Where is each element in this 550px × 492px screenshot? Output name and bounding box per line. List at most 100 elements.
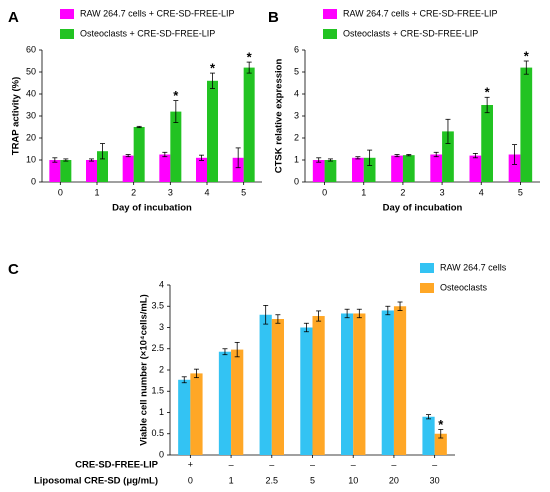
bar <box>508 154 521 182</box>
legend-swatch <box>60 29 74 39</box>
row-label: CRE-SD-FREE-LIP <box>75 460 159 471</box>
y-tick-label: 1 <box>294 154 299 164</box>
legend-swatch <box>60 9 74 19</box>
panel-letter: A <box>8 9 19 26</box>
bar <box>520 67 533 182</box>
legend-label: Osteoclasts + CRE-SD-FREE-LIP <box>80 28 215 38</box>
bar <box>341 313 354 455</box>
x-axis-label: Day of incubation <box>112 203 192 214</box>
y-tick-label: 4 <box>294 88 299 98</box>
y-tick-label: 1.5 <box>151 386 164 396</box>
bar <box>207 80 218 182</box>
y-tick-label: 3.5 <box>151 301 164 311</box>
bar <box>133 127 145 182</box>
legend-label: RAW 264.7 cells + CRE-SD-FREE-LIP <box>343 8 497 18</box>
x-tick-label: 5 <box>310 475 315 485</box>
bar <box>300 327 313 455</box>
bar <box>190 373 203 455</box>
legend-label: RAW 264.7 cells <box>440 262 507 272</box>
panel-letter: C <box>8 261 19 278</box>
y-tick-label: 40 <box>26 88 36 98</box>
x-tick-label: 1 <box>229 475 234 485</box>
y-tick-label: 4 <box>159 279 164 289</box>
bar <box>402 155 415 182</box>
bar <box>391 155 403 182</box>
bar <box>231 349 244 455</box>
x-tick-label: 3 <box>168 187 173 197</box>
y-tick-label: 0.5 <box>151 428 164 438</box>
row-value: – <box>310 459 315 469</box>
y-tick-label: 1 <box>159 407 164 417</box>
y-tick-label: 3 <box>159 322 164 332</box>
bar <box>381 310 394 455</box>
x-tick-label: 20 <box>389 475 399 485</box>
bar <box>352 157 364 182</box>
x-tick-label: 0 <box>188 475 193 485</box>
bar <box>430 154 443 182</box>
significance: * <box>173 88 179 103</box>
x-tick-label: 1 <box>94 187 99 197</box>
y-tick-label: 0 <box>31 176 36 186</box>
bar <box>312 316 325 455</box>
bar <box>196 157 207 182</box>
x-tick-label: 5 <box>241 187 246 197</box>
bar <box>218 351 232 455</box>
significance: * <box>485 85 491 100</box>
legend-swatch <box>323 9 337 19</box>
x-axis-label: Day of incubation <box>383 203 463 214</box>
significance: * <box>210 61 216 76</box>
x-tick-label: 10 <box>348 475 358 485</box>
bar <box>481 105 493 182</box>
legend-label: RAW 264.7 cells + CRE-SD-FREE-LIP <box>80 8 234 18</box>
bar <box>97 151 108 182</box>
bar <box>324 160 337 182</box>
x-tick-label: 30 <box>430 475 440 485</box>
bar <box>49 160 61 182</box>
row-value: – <box>269 459 274 469</box>
x-axis-label: Liposomal CRE-SD (μg/mL) <box>34 476 158 487</box>
significance: * <box>524 48 530 63</box>
row-value: – <box>351 459 356 469</box>
y-tick-label: 30 <box>26 110 36 120</box>
x-tick-label: 4 <box>204 187 209 197</box>
legend-swatch <box>323 29 337 39</box>
y-axis-label: Viable cell number (×10⁴cells/mL) <box>139 294 150 446</box>
legend-swatch <box>420 263 434 273</box>
x-tick-label: 3 <box>440 187 445 197</box>
bar <box>232 157 244 182</box>
x-tick-label: 2.5 <box>266 475 279 485</box>
bar <box>393 306 407 455</box>
bar <box>271 319 284 455</box>
row-value: + <box>188 459 193 469</box>
row-value: – <box>391 459 396 469</box>
significance: * <box>438 417 444 432</box>
bar <box>60 160 72 182</box>
bar <box>86 160 97 182</box>
y-tick-label: 10 <box>26 154 36 164</box>
y-tick-label: 3 <box>294 110 299 120</box>
bar <box>469 155 482 182</box>
legend-label: Osteoclasts + CRE-SD-FREE-LIP <box>343 28 478 38</box>
x-tick-label: 4 <box>479 187 484 197</box>
y-tick-label: 2 <box>294 132 299 142</box>
legend-swatch <box>420 283 434 293</box>
y-tick-label: 2.5 <box>151 343 164 353</box>
bar <box>363 157 376 182</box>
y-tick-label: 2 <box>159 364 164 374</box>
y-axis-label: CTSK relative expression <box>274 59 285 174</box>
y-axis-label: TRAP activity (%) <box>11 77 22 155</box>
bar <box>422 416 435 455</box>
y-tick-label: 50 <box>26 66 36 76</box>
x-tick-label: 1 <box>361 187 366 197</box>
bar <box>434 433 447 455</box>
y-tick-label: 6 <box>294 44 299 54</box>
panel-letter: B <box>268 9 279 26</box>
x-tick-label: 5 <box>518 187 523 197</box>
significance: * <box>247 50 253 65</box>
y-tick-label: 5 <box>294 66 299 76</box>
bar <box>122 155 134 182</box>
y-tick-label: 0 <box>294 176 299 186</box>
bar <box>159 154 171 182</box>
legend-label: Osteoclasts <box>440 282 488 292</box>
